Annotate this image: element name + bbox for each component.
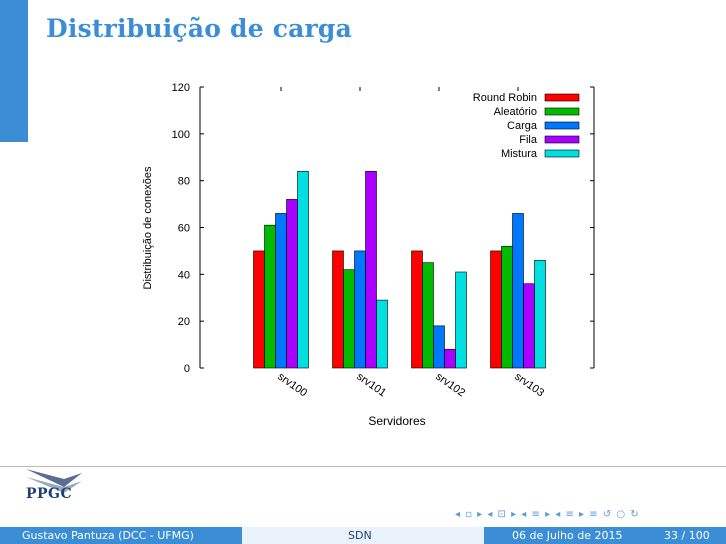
legend-swatch xyxy=(544,93,580,102)
legend-label: Mistura xyxy=(501,148,538,160)
legend-swatch xyxy=(544,149,580,158)
legend-swatch xyxy=(544,135,580,144)
ppgc-logo-text: PPGC xyxy=(26,486,73,502)
ppgc-logo-icon xyxy=(26,469,82,493)
bar xyxy=(534,259,546,369)
legend-label: Fila xyxy=(519,134,538,146)
bar xyxy=(297,171,309,369)
x-tick-label: srv101 xyxy=(354,371,388,400)
legend-label: Carga xyxy=(507,120,538,132)
bar xyxy=(332,250,344,369)
footer-date: 06 de Julho de 2015 xyxy=(512,529,623,542)
logo-divider xyxy=(0,466,726,467)
x-tick-label: srv103 xyxy=(512,371,546,400)
footer-date-box: 06 de Julho de 2015 33 / 100 xyxy=(484,527,726,544)
left-accent-bar xyxy=(0,0,28,142)
bar xyxy=(422,262,434,369)
legend-label: Round Robin xyxy=(473,92,537,104)
footer-title-box: SDN xyxy=(242,527,484,544)
y-tick-label: 40 xyxy=(178,269,190,281)
legend-swatch xyxy=(544,121,580,130)
bar xyxy=(523,283,535,369)
y-tick-label: 20 xyxy=(178,316,190,328)
bar xyxy=(286,199,298,369)
footer-page-number: 33 / 100 xyxy=(664,529,710,542)
bar xyxy=(444,348,456,369)
x-tick-label: srv102 xyxy=(433,371,467,400)
x-tick-label: srv100 xyxy=(275,371,309,400)
bar xyxy=(455,271,467,369)
bar xyxy=(253,250,265,369)
bar xyxy=(365,171,377,369)
y-tick-label: 100 xyxy=(172,129,190,141)
footer-short-title: SDN xyxy=(348,529,372,542)
y-tick-label: 0 xyxy=(184,363,190,375)
bar xyxy=(354,250,366,369)
bar xyxy=(343,269,355,369)
y-tick-label: 120 xyxy=(172,82,190,94)
footer-author: Gustavo Pantuza (DCC - UFMG) xyxy=(22,529,194,542)
bar xyxy=(512,213,524,369)
legend-label: Aleatório xyxy=(494,106,537,118)
bar xyxy=(411,250,423,369)
y-tick-label: 60 xyxy=(178,223,190,235)
bar xyxy=(490,250,502,369)
bar xyxy=(264,224,276,369)
bar xyxy=(275,213,287,369)
x-axis-label: Servidores xyxy=(368,414,425,428)
slide-title: Distribuição de carga xyxy=(46,14,352,43)
bar xyxy=(501,245,513,369)
legend-swatch xyxy=(544,107,580,116)
navigation-symbols[interactable]: ◂ ▫ ▸ ◂ ⊡ ▸ ◂ ≡ ▸ ◂ ≡ ▸ ≡ ↺ ○ ↻ xyxy=(455,509,640,520)
y-axis-label: Distribuição de conexões xyxy=(142,166,154,289)
footer-author-box: Gustavo Pantuza (DCC - UFMG) xyxy=(0,527,242,544)
y-tick-label: 80 xyxy=(178,176,190,188)
bar xyxy=(376,299,388,369)
bar xyxy=(433,325,445,369)
footer: Gustavo Pantuza (DCC - UFMG) SDN 06 de J… xyxy=(0,527,726,544)
